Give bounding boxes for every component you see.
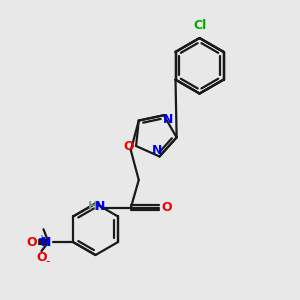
Text: O: O	[36, 251, 47, 265]
Text: N: N	[41, 236, 51, 249]
Text: H: H	[88, 200, 98, 213]
Text: -: -	[45, 256, 50, 268]
Text: +: +	[38, 234, 46, 244]
Text: O: O	[161, 201, 172, 214]
Text: N: N	[95, 200, 105, 213]
Text: O: O	[124, 140, 134, 152]
Text: N: N	[152, 144, 163, 157]
Text: Cl: Cl	[193, 19, 206, 32]
Text: N: N	[163, 113, 173, 126]
Text: O: O	[26, 236, 37, 249]
